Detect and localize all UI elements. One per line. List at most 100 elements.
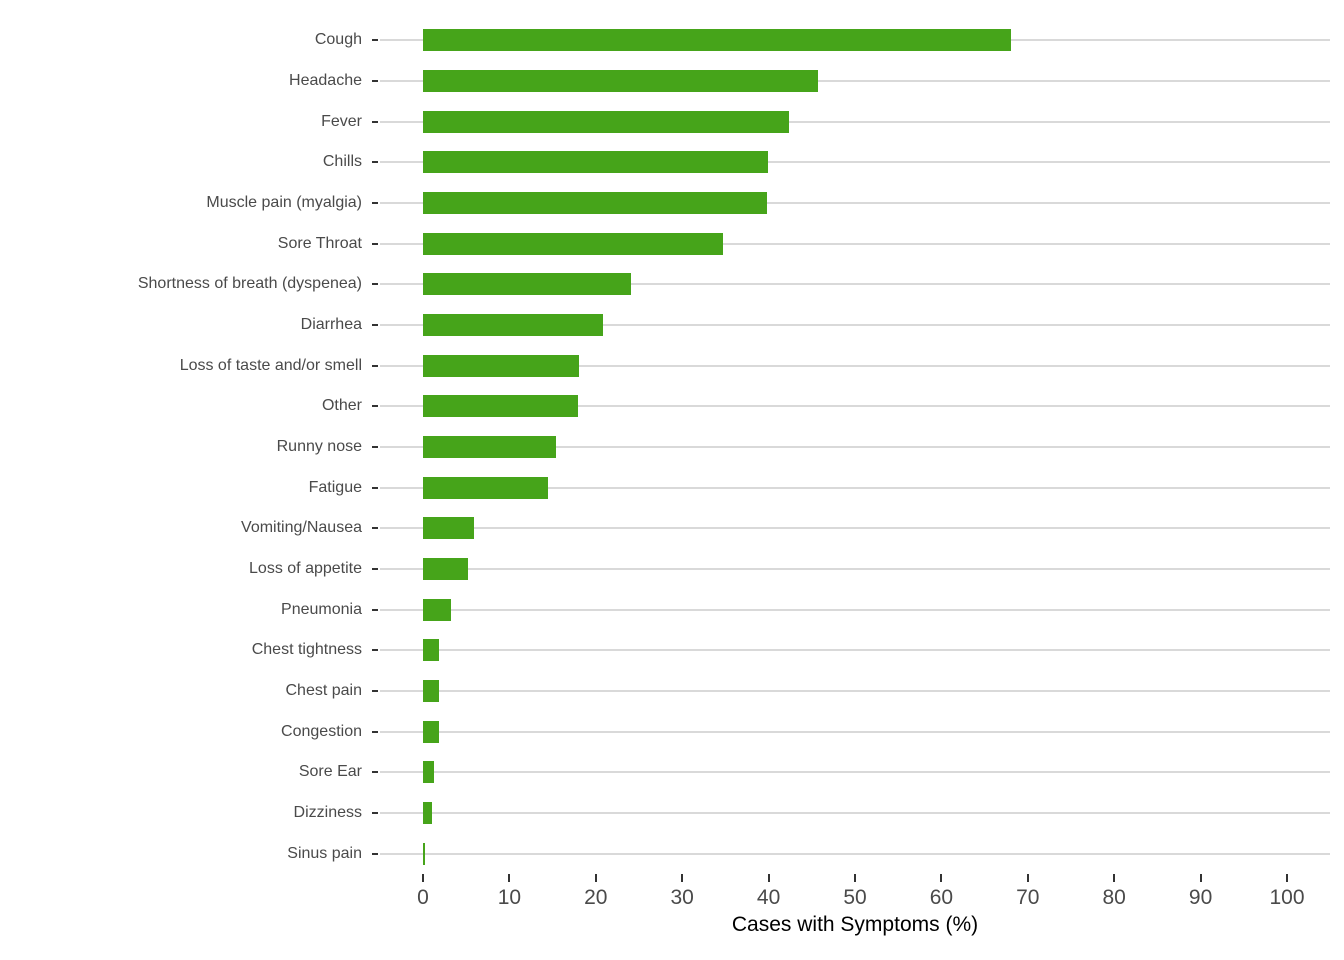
y-axis-label: Sinus pain [287,844,362,862]
x-tick-label: 30 [670,886,694,909]
bar [423,314,603,336]
x-tick-label: 50 [843,886,867,909]
gridline [380,486,1330,489]
y-axis-label: Fever [321,112,362,130]
gridline [380,283,1330,286]
y-tick-mark [372,364,378,367]
gridline [380,568,1330,570]
x-tick-mark [1026,874,1029,882]
gridline [380,364,1330,367]
bar [423,436,557,458]
bar [423,273,632,296]
x-tick-label: 60 [929,886,954,909]
gridline [380,80,1330,82]
bar [423,354,579,377]
x-tick-mark [508,874,511,882]
y-tick-mark [372,568,378,570]
x-tick-mark [854,874,856,882]
bar [423,720,440,743]
gridline [380,446,1330,448]
bar [423,639,440,662]
x-tick-label: 80 [1102,886,1126,909]
x-tick-mark [594,874,597,882]
gridline [380,690,1330,692]
y-tick-mark [372,852,378,855]
bar [423,110,790,133]
y-axis-label: Vomiting/Nausea [241,519,362,537]
bar [423,680,440,702]
bar [423,761,435,784]
bar [423,842,426,865]
x-tick-mark [767,874,770,882]
gridline [380,242,1330,245]
x-tick-label: 0 [417,886,429,909]
gridline [380,405,1330,408]
y-tick-mark [372,446,378,448]
x-tick-label: 90 [1188,886,1213,909]
y-axis-label: Sore Ear [298,763,362,781]
y-axis-label: Congestion [281,722,362,740]
x-tick-label: 10 [497,886,522,909]
bar [423,476,549,499]
y-axis-label: Chest tightness [251,641,362,659]
y-tick-mark [372,120,378,123]
y-axis-label: Sore Throat [277,234,362,252]
bar [423,598,451,621]
x-tick-mark [1286,874,1288,882]
y-tick-mark [372,690,378,692]
x-tick-label: 100 [1269,886,1305,909]
y-tick-mark [372,283,378,286]
gridline [380,161,1330,164]
y-axis-label: Cough [314,31,362,49]
y-tick-mark [372,161,378,164]
gridline [380,730,1330,733]
y-axis-label: Dizziness [293,804,362,821]
gridline [380,771,1330,774]
x-tick-mark [681,874,684,882]
y-axis-label: Runny nose [276,438,362,455]
gridline [380,852,1330,855]
y-axis-label: Other [321,397,362,415]
y-tick-mark [372,486,378,489]
gridline [380,527,1330,530]
gridline [380,324,1330,326]
bar [423,192,767,214]
bar [423,802,432,824]
x-tick-mark [1199,874,1202,882]
y-axis-label: Loss of appetite [249,560,362,577]
y-axis-label: Fatigue [308,478,362,496]
x-tick-label: 70 [1016,886,1040,909]
gridline [380,812,1330,814]
y-tick-mark [372,771,378,774]
y-axis-label: Diarrhea [300,316,362,333]
bar [423,517,474,540]
y-tick-mark [372,405,378,408]
gridline [380,120,1330,123]
x-tick-label: 20 [584,886,608,909]
x-tick-mark [422,874,424,882]
x-tick-mark [1113,874,1116,882]
bar [423,70,818,92]
y-axis-label: Pneumonia [281,600,362,618]
gridline [380,608,1330,611]
x-tick-label: 40 [756,886,781,909]
y-axis-label: Shortness of breath (dyspenea) [137,275,362,293]
y-axis-label: Muscle pain (myalgia) [206,194,362,211]
bar [423,29,1012,52]
y-tick-mark [372,812,378,814]
y-tick-mark [372,527,378,530]
gridline [380,649,1330,652]
y-tick-mark [372,242,378,245]
bar [423,395,578,418]
y-tick-mark [372,649,378,652]
y-axis-label: Chest pain [285,682,363,699]
y-tick-mark [372,324,378,326]
y-tick-mark [372,608,378,611]
gridline [380,202,1330,204]
y-axis-label: Chills [322,153,362,171]
y-axis-label: Headache [289,72,362,89]
y-tick-mark [372,730,378,733]
bar [423,232,723,255]
y-tick-mark [372,80,378,82]
